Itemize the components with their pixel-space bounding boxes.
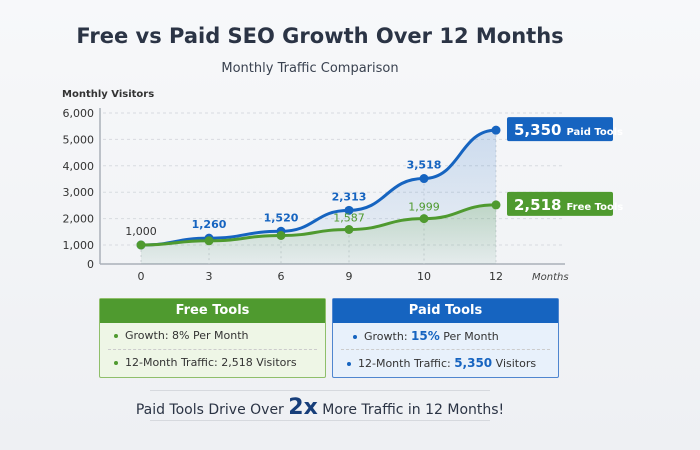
- unit: Visitors: [495, 357, 537, 370]
- data-label: 2,313: [332, 190, 367, 203]
- data-label: 1,000: [125, 225, 157, 238]
- footer-highlight: 2x: [288, 395, 318, 420]
- bullet-icon: [114, 334, 118, 338]
- divider: [150, 420, 490, 421]
- end-label: 2,518 Free Tools: [514, 196, 623, 214]
- data-point: [419, 214, 429, 224]
- x-tick-label: 3: [206, 270, 213, 283]
- end-label: 5,350 Paid Tools: [514, 121, 623, 139]
- x-axis-label: Months: [532, 272, 569, 283]
- unit: Per Month: [443, 330, 499, 343]
- x-tick-label: 9: [346, 270, 353, 283]
- unit: Visitors: [256, 356, 297, 369]
- line-chart: Monthly Visitors 0 1,000 2,000 3,000 4,000 5,0…: [62, 89, 623, 283]
- footer-pre: Paid Tools Drive Over: [135, 402, 284, 418]
- unit: Per Month: [192, 329, 249, 342]
- value: 5,350: [454, 356, 493, 370]
- data-point: [491, 125, 501, 135]
- y-tick-label: 1,000: [63, 239, 95, 252]
- data-point: [204, 236, 214, 246]
- data-label: 1,999: [408, 201, 440, 214]
- paid-tools-box: Paid Tools Growth: 15% Per Month 12-Mont…: [332, 298, 559, 378]
- x-tick-label: 6: [278, 270, 285, 283]
- series-line-free: [140, 203, 497, 247]
- y-tick-label: 6,000: [63, 107, 95, 120]
- data-label: 3,518: [407, 159, 442, 172]
- free-traffic-row: 12-Month Traffic: 2,518 Visitors: [108, 349, 317, 376]
- y-tick-label: 2,000: [63, 213, 95, 226]
- paid-traffic-row: 12-Month Traffic: 5,350 Visitors: [341, 349, 550, 376]
- footer-post: More Traffic in 12 Months!: [322, 402, 505, 418]
- y-tick-label: 4,000: [63, 160, 95, 173]
- data-point: [491, 200, 501, 210]
- label: 12-Month Traffic:: [125, 356, 218, 369]
- paid-growth-row: Growth: 15% Per Month: [333, 323, 558, 349]
- data-point: [419, 174, 429, 184]
- data-label: 1,520: [264, 211, 299, 224]
- paid-box-title: Paid Tools: [333, 299, 558, 323]
- free-box-title: Free Tools: [100, 299, 325, 323]
- data-label: 1,587: [333, 212, 365, 225]
- value: 2,518: [221, 356, 253, 369]
- chart-title: Free vs Paid SEO Growth Over 12 Months: [76, 24, 564, 48]
- free-growth-row: Growth: 8% Per Month: [100, 323, 325, 349]
- label: 12-Month Traffic:: [358, 357, 451, 370]
- value: 8%: [172, 329, 190, 342]
- y-tick-label: 0: [87, 258, 94, 271]
- footer-tagline: Paid Tools Drive Over 2x More Traffic in…: [0, 395, 640, 420]
- data-point: [344, 225, 354, 235]
- y-axis-label: Monthly Visitors: [62, 89, 154, 100]
- value: 15%: [411, 329, 440, 343]
- data-point: [276, 230, 286, 240]
- x-tick-label: 10: [417, 270, 431, 283]
- label: Growth:: [125, 329, 169, 342]
- x-tick-label: 0: [138, 270, 145, 283]
- y-tick-label: 5,000: [63, 133, 95, 146]
- free-tools-box: Free Tools Growth: 8% Per Month 12-Month…: [99, 298, 326, 378]
- bullet-icon: [347, 362, 351, 366]
- bullet-icon: [114, 361, 118, 365]
- data-point: [136, 240, 146, 250]
- data-point: [344, 205, 354, 215]
- bullet-icon: [353, 335, 357, 339]
- divider: [150, 390, 490, 391]
- y-tick-label: 3,000: [63, 186, 95, 199]
- x-tick-label: 12: [489, 270, 503, 283]
- data-label: 1,260: [192, 218, 227, 231]
- end-label-box: [507, 191, 613, 216]
- end-label-box: [507, 117, 613, 142]
- label: Growth:: [364, 330, 408, 343]
- chart-subtitle: Monthly Traffic Comparison: [221, 61, 399, 76]
